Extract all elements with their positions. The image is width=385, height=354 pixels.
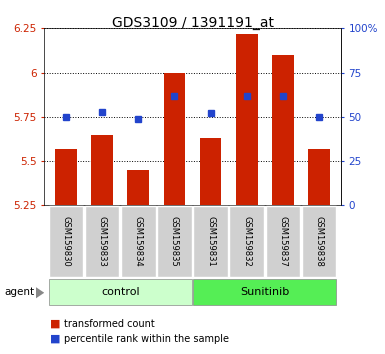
- Text: ■: ■: [50, 334, 60, 344]
- FancyBboxPatch shape: [49, 206, 83, 277]
- Text: agent: agent: [5, 287, 35, 297]
- FancyBboxPatch shape: [302, 206, 336, 277]
- Text: GSM159837: GSM159837: [278, 216, 287, 267]
- Text: GDS3109 / 1391191_at: GDS3109 / 1391191_at: [112, 16, 273, 30]
- Bar: [308, 149, 330, 205]
- FancyBboxPatch shape: [193, 206, 228, 277]
- Text: GSM159835: GSM159835: [170, 216, 179, 267]
- Text: percentile rank within the sample: percentile rank within the sample: [64, 334, 229, 344]
- Text: GSM159833: GSM159833: [98, 216, 107, 267]
- Bar: [200, 138, 221, 205]
- Text: GSM159831: GSM159831: [206, 216, 215, 267]
- Text: GSM159832: GSM159832: [242, 216, 251, 267]
- FancyBboxPatch shape: [229, 206, 264, 277]
- FancyBboxPatch shape: [85, 206, 119, 277]
- Bar: [236, 34, 258, 205]
- Bar: [272, 55, 294, 205]
- Text: GSM159838: GSM159838: [315, 216, 323, 267]
- FancyBboxPatch shape: [49, 279, 192, 305]
- FancyBboxPatch shape: [193, 279, 336, 305]
- Text: GSM159830: GSM159830: [62, 216, 70, 267]
- Bar: [127, 170, 149, 205]
- FancyBboxPatch shape: [266, 206, 300, 277]
- FancyBboxPatch shape: [157, 206, 192, 277]
- Bar: [164, 73, 185, 205]
- FancyBboxPatch shape: [121, 206, 156, 277]
- Polygon shape: [36, 287, 44, 298]
- Text: ■: ■: [50, 319, 60, 329]
- Bar: [55, 149, 77, 205]
- Text: Sunitinib: Sunitinib: [240, 287, 290, 297]
- Bar: [91, 135, 113, 205]
- Text: transformed count: transformed count: [64, 319, 154, 329]
- Text: control: control: [101, 287, 139, 297]
- Text: GSM159834: GSM159834: [134, 216, 143, 267]
